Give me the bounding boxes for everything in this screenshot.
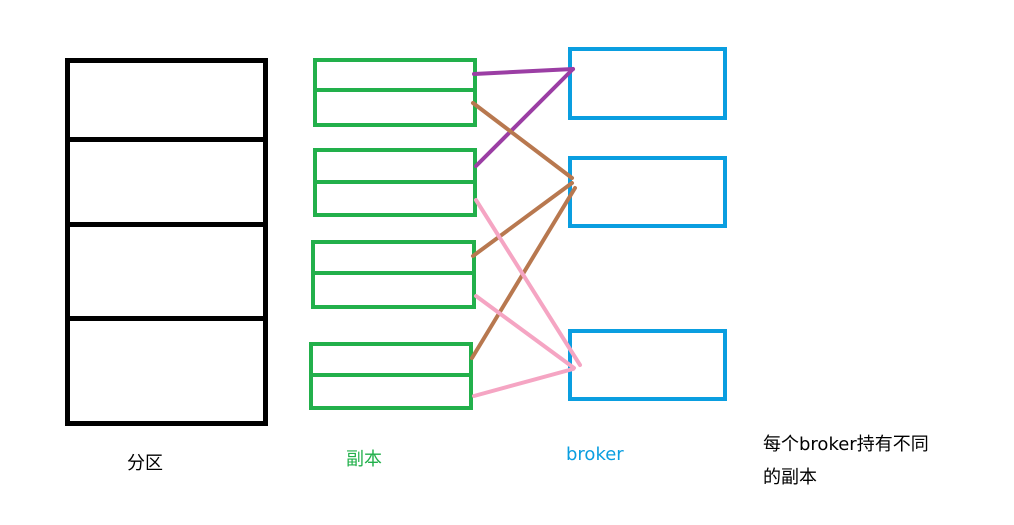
partition-box-1 [65,58,268,142]
replica-box [313,58,477,92]
replica-box [311,240,476,275]
partition-box-2 [65,137,268,227]
link-purple-pair1-broker1 [472,67,575,76]
broker-note-line-2: 的副本 [763,467,817,488]
replica-pair-1 [313,58,477,127]
connection-lines [470,67,582,398]
link-pink-pair4-broker3 [472,367,575,398]
replica-box [313,180,477,217]
broker-box-3 [568,329,727,401]
partition-box-3 [65,222,268,321]
broker-note-line-1: 每个broker持有不同 [763,434,929,455]
link-brown-pair3-broker2 [471,181,574,258]
broker-label: broker [566,444,624,465]
partition-stack [65,58,268,426]
replica-box [309,342,473,377]
replica-box [313,148,477,184]
replica-box [313,88,477,127]
replica-pair-3 [311,240,476,309]
replica-pair-4 [309,342,473,410]
replica-box [311,271,476,309]
link-purple-pair2-broker1 [474,67,575,168]
broker-note: 每个broker持有不同 的副本 [763,428,963,494]
link-pink-pair2-broker3 [474,198,582,367]
partition-box-4 [65,316,268,426]
broker-box-1 [568,47,727,120]
broker-boxes [568,47,727,401]
partition-label: 分区 [127,453,163,474]
replica-box [309,373,473,410]
replica-label: 副本 [346,449,382,470]
link-pink-pair3-broker3 [474,294,576,370]
link-brown-pair1-broker2 [471,101,574,180]
broker-box-2 [568,156,727,228]
replica-groups [309,58,477,410]
replica-pair-2 [313,148,477,217]
